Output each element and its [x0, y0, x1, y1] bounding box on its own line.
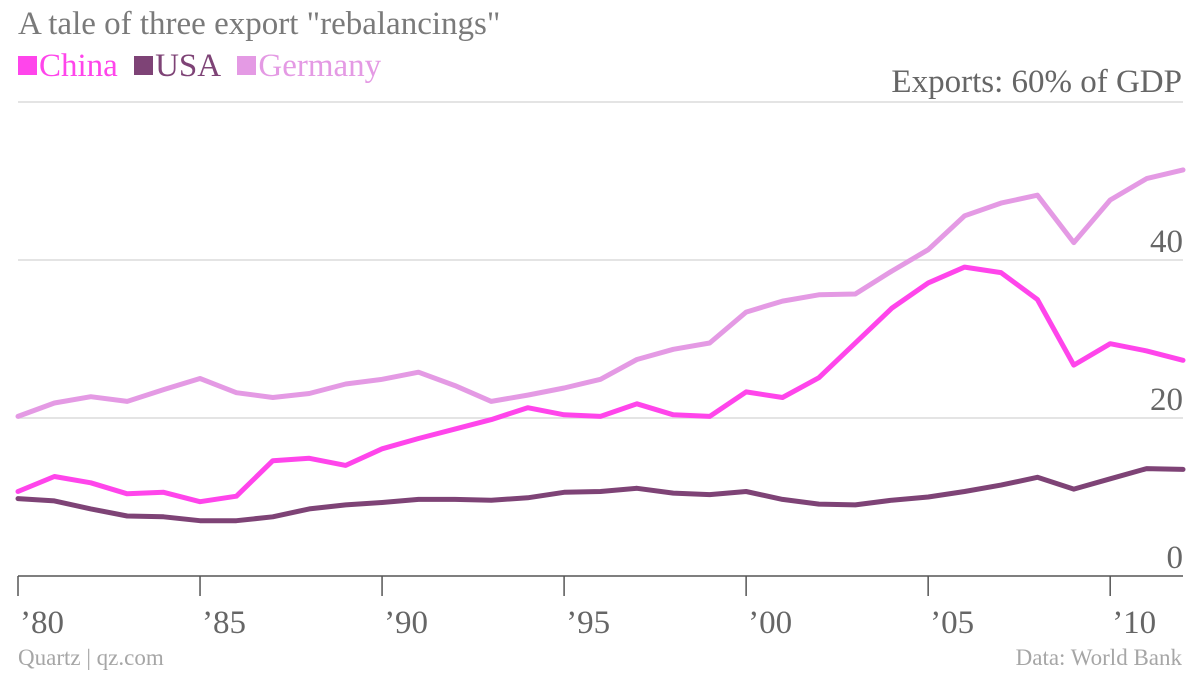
legend-swatch-usa	[134, 56, 154, 75]
legend-item-germany: Germany	[237, 48, 381, 84]
series-lines	[15, 167, 1186, 524]
data-source: Data: World Bank	[1015, 645, 1182, 670]
series-line-china	[15, 264, 1186, 505]
y-tick-label-40: 40	[1150, 224, 1183, 260]
x-tick-label-1990: ’90	[384, 605, 428, 641]
legend-item-usa: USA	[134, 48, 221, 84]
y-tick-label-0: 0	[1167, 540, 1184, 576]
gridlines	[18, 101, 1183, 419]
legend-label-germany: Germany	[258, 48, 382, 84]
legend-label-usa: USA	[155, 48, 222, 84]
source-credit: Quartz | qz.com	[18, 645, 164, 670]
legend: China USA Germany	[18, 48, 389, 85]
x-tick-label-1985: ’85	[202, 605, 246, 641]
x-tick-label-2000: ’00	[748, 605, 792, 641]
series-line-usa	[15, 466, 1186, 524]
legend-label-china: China	[39, 48, 118, 84]
y-tick-label-20: 20	[1150, 382, 1183, 418]
x-tick-label-2010: ’10	[1112, 605, 1156, 641]
x-tick-label-1995: ’95	[566, 605, 610, 641]
x-tick-label-1980: ’80	[20, 605, 64, 641]
x-tick-label-2005: ’05	[930, 605, 974, 641]
chart-title: A tale of three export "rebalancings"	[18, 6, 501, 42]
x-axis	[17, 575, 1183, 596]
tick-labels: 0 20 40 ’80 ’85 ’90 ’95 ’00 ’05 ’10	[20, 224, 1183, 641]
unit-label: Exports: 60% of GDP	[891, 64, 1182, 100]
series-line-germany	[15, 167, 1186, 419]
legend-item-china: China	[18, 48, 118, 84]
legend-swatch-germany	[237, 56, 257, 75]
legend-swatch-china	[18, 56, 37, 75]
